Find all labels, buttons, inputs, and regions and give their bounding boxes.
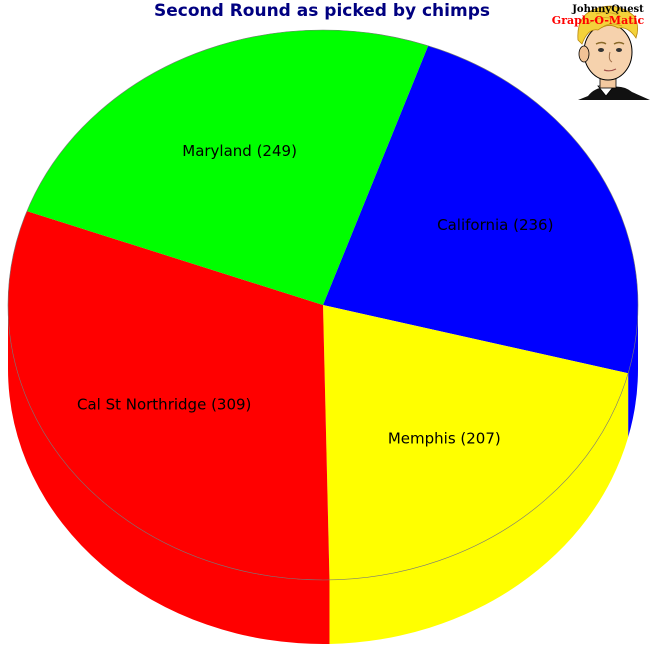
slice-labels: California (236) Memphis (207) Cal St Nort… <box>77 142 553 448</box>
slice-label-maryland: Maryland (249) <box>182 142 297 160</box>
slice-label-california: California (236) <box>437 216 553 234</box>
pie-top-rim <box>7 29 639 581</box>
pie-slice-california <box>323 45 638 374</box>
pie-slices <box>7 29 639 581</box>
pie-sides <box>8 305 638 645</box>
cartoon-boy-face-icon <box>577 5 650 100</box>
logo-text-johnnyquest: JohnnyQuest <box>571 4 644 15</box>
slice-label-memphis: Memphis (207) <box>388 430 501 448</box>
chart-title: Second Round as picked by chimps <box>154 1 490 21</box>
logo-text-graph-o-matic: Graph-O-Matic <box>552 14 645 27</box>
pie-side-memphis <box>329 373 629 644</box>
slice-label-cal-st-northridge: Cal St Northridge (309) <box>77 395 251 413</box>
pie-slice-memphis <box>323 305 629 580</box>
logo: JohnnyQuest Graph-O-Matic <box>552 4 650 100</box>
pie-side-cal-st-northridge <box>8 305 330 645</box>
pie-slice-maryland <box>26 29 429 305</box>
pie-slice-cal-st-northridge <box>8 211 330 580</box>
pie-side-california <box>628 305 638 438</box>
